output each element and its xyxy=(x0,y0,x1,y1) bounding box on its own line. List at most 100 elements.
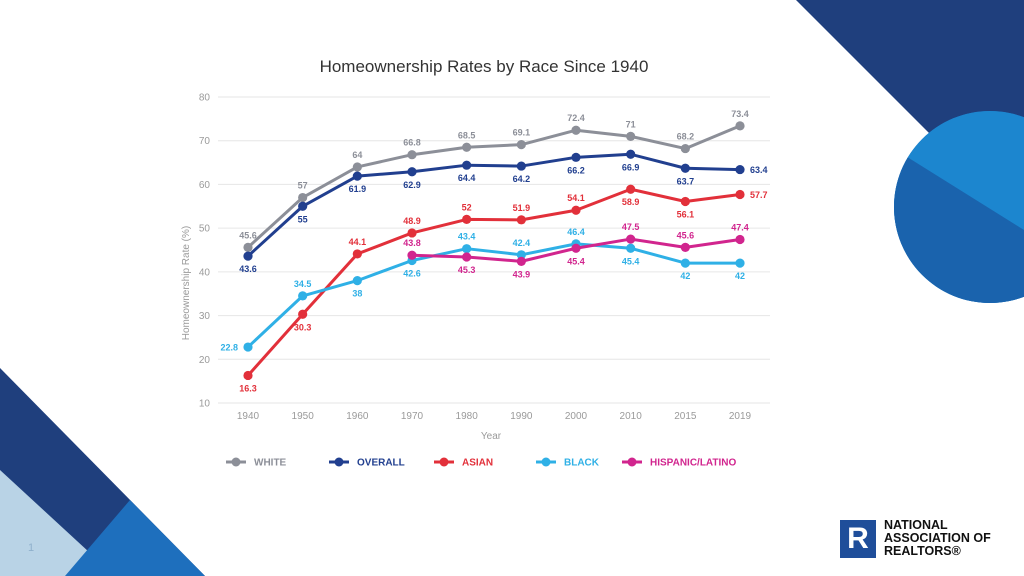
data-label: 42.6 xyxy=(403,268,421,278)
y-tick-label: 20 xyxy=(199,355,211,366)
data-point xyxy=(571,205,581,215)
data-point xyxy=(243,370,253,381)
data-label: 51.9 xyxy=(513,203,531,213)
realtor-r-logo-icon: R xyxy=(840,519,876,558)
data-point xyxy=(680,163,690,173)
chart-legend: WHITE OVERALL ASIAN BLACK HISPANIC/LATINO xyxy=(226,457,737,469)
data-point xyxy=(516,215,526,225)
nar-logo: R NATIONAL ASSOCIATION OF REALTORS® xyxy=(840,519,991,558)
legend-swatch-marker xyxy=(439,457,449,467)
data-point xyxy=(462,252,472,262)
x-tick-label: 1940 xyxy=(237,411,260,422)
series-black: 22.8 34.5 38 42.6 43.4 42.4 46.4 45.4 42 42 xyxy=(220,227,745,353)
data-point xyxy=(571,152,581,162)
x-tick-label: 2015 xyxy=(674,411,697,422)
data-label: 52 xyxy=(462,202,472,212)
data-label: 45.4 xyxy=(567,256,585,266)
page-number: 1 xyxy=(28,542,35,554)
bottom-left-pale-shape xyxy=(0,470,115,576)
x-tick-label: 2019 xyxy=(729,411,752,422)
data-label: 64.4 xyxy=(458,173,476,183)
data-label: 47.4 xyxy=(731,223,749,233)
logo-line: ASSOCIATION OF xyxy=(884,531,991,545)
legend-item: HISPANIC/LATINO xyxy=(622,457,737,469)
data-label: 16.3 xyxy=(239,383,257,393)
x-tick-label: 1950 xyxy=(292,411,315,422)
data-label: 62.9 xyxy=(403,180,421,190)
data-point xyxy=(516,256,526,266)
data-label: 73.4 xyxy=(731,109,749,119)
y-tick-label: 40 xyxy=(199,267,211,278)
series-white: 45.6 57 64 66.8 68.5 69.1 72.4 71 68.2 73.4 xyxy=(239,109,749,252)
data-label: 45.6 xyxy=(677,230,695,240)
series-overall: 43.6 55 61.9 62.9 64.4 64.2 66.2 66.9 63.7 63.4 xyxy=(239,149,768,274)
y-axis-label: Homeownership Rate (%) xyxy=(181,226,192,341)
data-point xyxy=(626,149,636,159)
series-line xyxy=(246,187,741,377)
legend-swatch-marker xyxy=(334,457,344,467)
data-point xyxy=(407,250,417,260)
data-point xyxy=(735,234,745,245)
data-point xyxy=(626,131,636,141)
data-label: 69.1 xyxy=(513,128,531,138)
data-point xyxy=(462,214,472,224)
x-tick-label: 2010 xyxy=(620,411,643,422)
data-label: 63.4 xyxy=(750,165,768,175)
series-hispanic-latino: 43.8 45.3 43.9 45.4 47.5 45.6 47.4 xyxy=(403,222,749,279)
legend-label: OVERALL xyxy=(357,458,405,469)
x-tick-label: 1980 xyxy=(456,411,479,422)
legend-swatch-marker xyxy=(541,457,551,467)
logo-line: NATIONAL xyxy=(884,518,948,532)
data-label: 34.5 xyxy=(294,279,312,289)
data-label: 42.4 xyxy=(513,238,531,248)
data-point xyxy=(462,244,472,254)
y-tick-label: 60 xyxy=(199,180,211,191)
data-point xyxy=(626,234,636,244)
data-label: 66.8 xyxy=(403,138,421,148)
data-point xyxy=(571,125,581,135)
legend-label: BLACK xyxy=(564,458,600,469)
data-point xyxy=(298,309,308,319)
data-point xyxy=(407,150,417,160)
data-label: 66.9 xyxy=(622,162,640,172)
x-tick-label: 1990 xyxy=(510,411,533,422)
data-point xyxy=(243,342,253,352)
data-label: 68.5 xyxy=(458,130,476,140)
x-axis-label: Year xyxy=(481,431,502,442)
data-label: 54.1 xyxy=(567,193,585,203)
chart-series: 45.6 57 64 66.8 68.5 69.1 72.4 71 68.2 73.4 43.6 55… xyxy=(220,109,767,394)
data-point xyxy=(298,201,308,211)
data-point xyxy=(735,164,745,175)
data-point xyxy=(735,189,745,200)
y-tick-label: 70 xyxy=(199,136,211,147)
series-line xyxy=(246,152,741,258)
data-label: 30.3 xyxy=(294,322,312,332)
data-label: 42 xyxy=(680,271,690,281)
chart-title: Homeownership Rates by Race Since 1940 xyxy=(320,57,649,76)
data-label: 43.9 xyxy=(513,269,531,279)
data-point xyxy=(352,171,362,181)
data-label: 44.1 xyxy=(349,237,367,247)
data-point xyxy=(352,162,362,172)
data-label: 72.4 xyxy=(567,113,585,123)
data-point xyxy=(243,242,253,252)
legend-label: WHITE xyxy=(254,458,287,469)
data-label: 38 xyxy=(352,289,362,299)
series-line xyxy=(246,242,740,349)
series-line xyxy=(246,124,741,249)
data-point xyxy=(680,258,690,268)
data-label: 68.2 xyxy=(677,132,695,142)
data-point xyxy=(735,121,745,131)
data-label: 64.2 xyxy=(513,174,531,184)
data-point xyxy=(298,192,308,203)
data-label: 46.4 xyxy=(567,227,585,237)
logo-line: REALTORS® xyxy=(884,544,961,558)
data-point xyxy=(462,142,472,152)
legend-label: ASIAN xyxy=(462,458,493,469)
y-tick-label: 50 xyxy=(199,224,211,235)
data-label: 56.1 xyxy=(677,209,695,219)
data-label: 55 xyxy=(298,214,308,224)
data-label: 66.2 xyxy=(567,165,585,175)
